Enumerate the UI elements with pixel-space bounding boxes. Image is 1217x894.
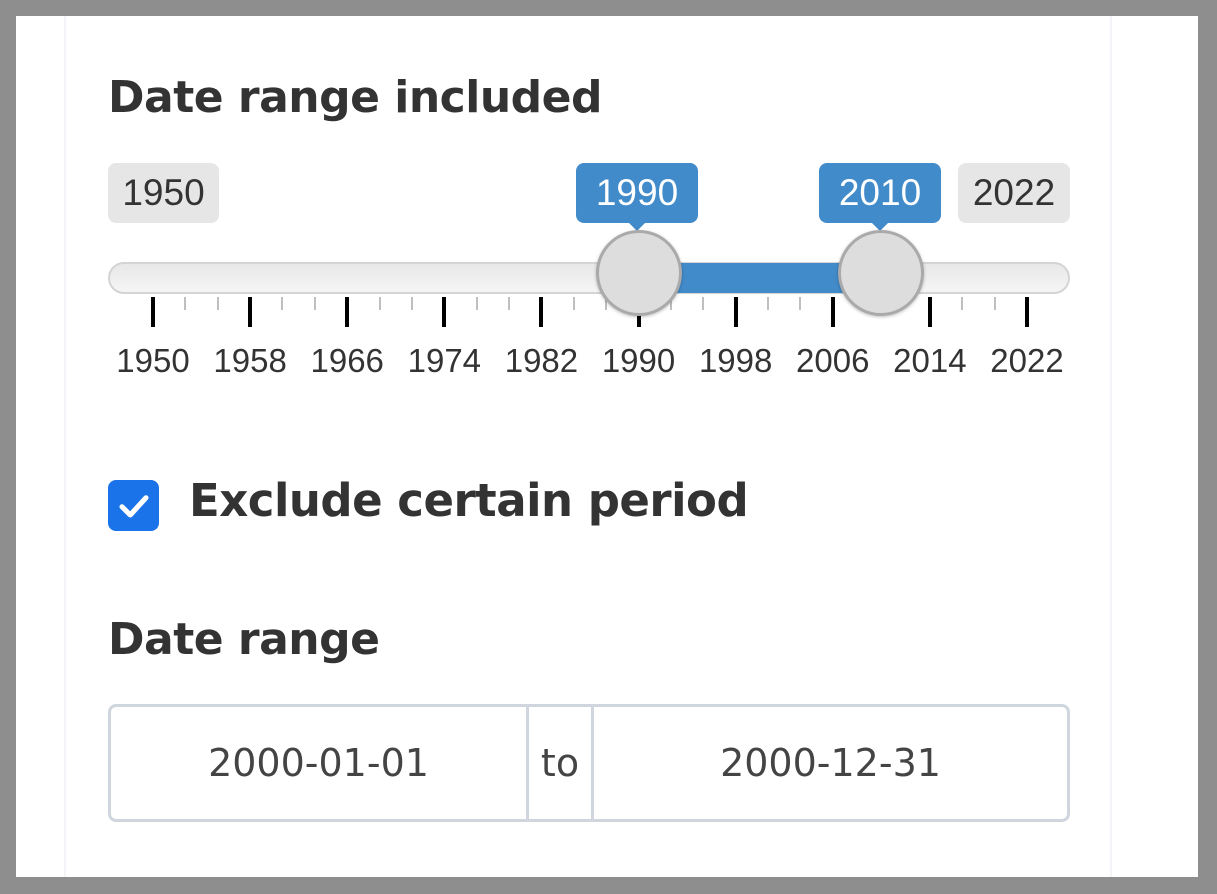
slider-minor-tick: [281, 297, 284, 310]
panel-left-border: [64, 16, 66, 877]
slider-minor-tick: [669, 297, 672, 310]
slider-major-tick: [1025, 297, 1029, 327]
slider-tick-label: 1990: [601, 342, 676, 379]
slider-minor-tick: [605, 297, 608, 310]
slider-minor-tick: [767, 297, 770, 310]
range-slider-label: Date range included: [108, 72, 603, 123]
slider-from-handle[interactable]: [595, 230, 682, 316]
slider-tick-label: 2014: [893, 342, 967, 379]
slider-to-label: 2010: [819, 163, 941, 231]
slider-tick-label: 1966: [310, 342, 384, 379]
slider-minor-tick: [475, 297, 478, 310]
slider-major-tick: [345, 297, 350, 327]
slider-minor-tick: [184, 297, 187, 310]
slider-major-tick: [830, 297, 835, 327]
slider-tick-label: 1982: [504, 342, 579, 379]
start-date-input[interactable]: [111, 707, 526, 819]
exclude-checkbox[interactable]: [108, 480, 159, 531]
slider-major-tick: [248, 297, 253, 327]
end-date-input[interactable]: [594, 707, 1067, 819]
slider-tick-label: 1958: [213, 342, 287, 379]
slider-tick-label: 2006: [796, 342, 870, 379]
slider-min-label: 1950: [108, 163, 219, 223]
slider-minor-tick: [410, 297, 413, 310]
slider-major-tick: [151, 297, 155, 327]
slider-to-handle[interactable]: [838, 230, 925, 316]
slider-max-label: 2022: [958, 163, 1070, 223]
slider-minor-tick: [216, 297, 219, 310]
slider-major-tick: [442, 297, 447, 327]
slider-minor-tick: [508, 297, 511, 310]
date-range-separator: to: [526, 707, 594, 819]
slider-tick-label: 1998: [698, 342, 773, 379]
slider-tick-label: 1950: [116, 342, 190, 379]
slider-minor-tick: [702, 297, 705, 310]
slider-from-label: 1990: [576, 163, 698, 231]
slider-minor-tick: [313, 297, 316, 310]
slider-major-tick: [733, 297, 738, 327]
slider-minor-tick: [993, 297, 996, 310]
exclude-checkbox-label[interactable]: Exclude certain period: [189, 474, 749, 527]
date-range-label: Date range: [108, 614, 380, 665]
slider-major-tick: [539, 297, 544, 327]
date-range-input: to: [108, 704, 1070, 822]
check-icon: [118, 494, 149, 518]
sidebar-panel: Date range included 1950 2022 1990 2010 …: [16, 16, 1198, 877]
slider-tick-label: 2022: [990, 342, 1064, 379]
slider-track[interactable]: [108, 262, 1070, 294]
panel-right-border: [1110, 16, 1112, 877]
slider-minor-tick: [378, 297, 381, 310]
slider-minor-tick: [572, 297, 575, 310]
slider-minor-tick: [799, 297, 802, 310]
slider-tick-label: 1974: [407, 342, 482, 379]
slider-major-tick: [927, 297, 932, 327]
slider-minor-tick: [961, 297, 964, 310]
